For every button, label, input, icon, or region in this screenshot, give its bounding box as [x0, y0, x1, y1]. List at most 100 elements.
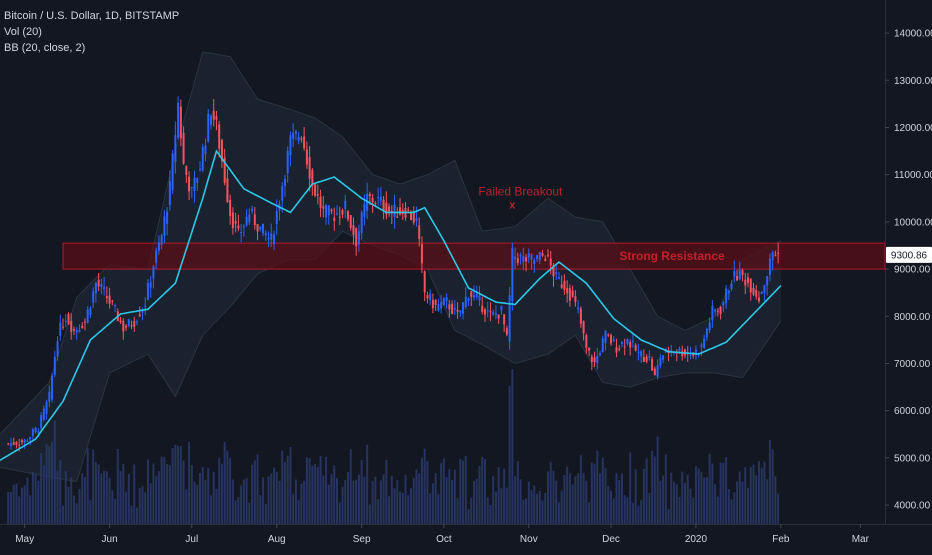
candle-body [92, 291, 95, 303]
candle-body [155, 250, 158, 263]
volume-bar [675, 484, 678, 524]
volume-bar [223, 442, 226, 524]
volume-bar [716, 496, 719, 524]
candle-body [48, 391, 51, 402]
volume-bar [642, 468, 645, 524]
volume-bar [771, 449, 774, 524]
candle-body [385, 202, 388, 215]
volume-bar [146, 459, 149, 524]
candle-body [166, 211, 169, 224]
breakout-x-marker: x [509, 199, 516, 211]
price-axis[interactable]: 4000.00 5000.00 6000.00 7000.00 8000.00 9000.… [885, 29, 932, 512]
candle-body [130, 325, 133, 327]
volume-bar [382, 474, 385, 524]
volume-bar [78, 489, 81, 524]
volume-bar [481, 456, 484, 524]
volume-bar [72, 495, 75, 524]
resistance-label: Strong Resistance [619, 249, 725, 263]
volume-bar [527, 481, 530, 524]
volume-bar [379, 480, 382, 524]
candle-body [727, 290, 730, 294]
volume-bar [363, 476, 366, 524]
candle-body [752, 287, 755, 295]
volume-bar [536, 493, 539, 524]
candle-body [174, 135, 177, 163]
volume-bar [467, 509, 470, 524]
candle-body [407, 209, 410, 211]
volume-bar [582, 472, 585, 524]
candle-body [62, 326, 65, 328]
candle-body [168, 181, 171, 206]
volume-bar [12, 484, 15, 524]
volume-bar [86, 448, 89, 524]
volume-bar [711, 463, 714, 524]
volume-bar [401, 493, 404, 524]
candle-body [678, 348, 681, 352]
volume-bar [48, 446, 51, 524]
volume-bar [464, 455, 467, 524]
candle-body [149, 282, 152, 288]
symbol-title[interactable]: Bitcoin / U.S. Dollar, 1D, BITSTAMP [4, 10, 180, 22]
x-tick-label: Oct [436, 534, 452, 545]
candle-body [549, 258, 552, 266]
candle-body [86, 309, 89, 323]
candle-body [51, 375, 54, 400]
candle-body [234, 220, 237, 224]
volume-bar [97, 464, 100, 524]
x-tick-label: 2020 [685, 534, 708, 545]
candle-body [431, 299, 434, 309]
volume-bar [749, 466, 752, 524]
volume-bar [377, 499, 380, 524]
candle-body [300, 138, 303, 140]
volume-bar [322, 475, 325, 524]
candle-body [645, 356, 648, 362]
volume-bar [122, 464, 125, 524]
volume-indicator-label[interactable]: Vol (20) [4, 26, 42, 38]
candle-body [135, 321, 138, 323]
volume-bar [651, 450, 654, 524]
y-tick-label: 13000.00 [894, 76, 932, 87]
candle-body [333, 217, 336, 221]
volume-bar [429, 493, 432, 524]
volume-bar [563, 474, 566, 524]
volume-bar [607, 486, 610, 524]
candle-body [229, 199, 232, 217]
candle-body [494, 313, 497, 315]
candle-body [368, 194, 371, 196]
volume-bar [522, 499, 525, 524]
candle-body [352, 225, 355, 235]
volume-bar [240, 485, 243, 524]
volume-bar [40, 452, 43, 524]
candle-body [445, 297, 448, 301]
candle-body [637, 352, 640, 354]
candle-body [146, 283, 149, 300]
candle-body [464, 296, 467, 307]
bollinger-indicator-label[interactable]: BB (20, close, 2) [4, 42, 86, 54]
candle-body [442, 298, 445, 306]
volume-bar [292, 493, 295, 524]
time-axis[interactable]: May Jun Jul Aug Sep Oct Nov Dec 2020 Feb Mar [15, 524, 870, 545]
volume-bar [407, 495, 410, 524]
volume-bar [231, 479, 234, 524]
volume-bar [705, 477, 708, 524]
candle-body [141, 309, 144, 313]
candle-body [81, 325, 84, 329]
volume-bar [51, 441, 54, 524]
volume-bar [599, 473, 602, 524]
candle-body [262, 223, 265, 234]
candle-body [259, 226, 262, 230]
candle-body [245, 216, 248, 226]
candle-body [577, 307, 580, 310]
candle-body [689, 355, 692, 357]
volume-bar [218, 457, 221, 524]
y-tick-label: 10000.00 [894, 217, 932, 228]
candle-body [486, 310, 489, 312]
volume-bar [544, 492, 547, 524]
candle-body [757, 297, 760, 302]
volume-bar [355, 479, 358, 524]
volume-bar [546, 471, 549, 524]
volume-bar [116, 449, 119, 524]
volume-bar [774, 476, 777, 524]
